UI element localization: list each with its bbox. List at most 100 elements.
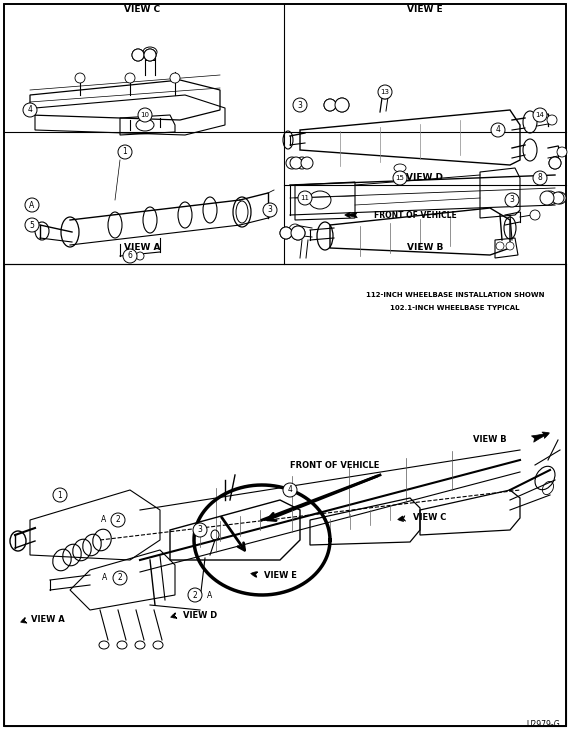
Text: 16: 16 <box>545 195 555 201</box>
Text: 4: 4 <box>495 126 500 134</box>
Text: 13: 13 <box>381 89 389 95</box>
Text: FRONT OF VEHICLE: FRONT OF VEHICLE <box>290 461 380 469</box>
Text: 16: 16 <box>543 195 552 201</box>
Text: VIEW E: VIEW E <box>407 6 443 15</box>
Text: A: A <box>284 230 288 236</box>
Circle shape <box>378 85 392 99</box>
Text: VIEW E: VIEW E <box>263 571 296 580</box>
Text: 16: 16 <box>337 102 347 108</box>
Text: 11: 11 <box>300 195 310 201</box>
Text: VIEW A: VIEW A <box>124 244 160 253</box>
Circle shape <box>283 483 297 497</box>
Circle shape <box>290 157 302 169</box>
Circle shape <box>554 192 566 204</box>
Bar <box>4 264 566 726</box>
Circle shape <box>132 49 144 61</box>
Circle shape <box>557 147 567 157</box>
Text: 10: 10 <box>140 112 149 118</box>
Circle shape <box>53 488 67 502</box>
Text: VIEW A: VIEW A <box>31 615 65 624</box>
Text: 2: 2 <box>116 515 120 524</box>
Text: C: C <box>328 102 332 108</box>
Text: 2: 2 <box>193 591 197 599</box>
Text: A: A <box>103 574 108 583</box>
Circle shape <box>293 98 307 112</box>
Circle shape <box>25 218 39 232</box>
Circle shape <box>23 103 37 117</box>
Circle shape <box>549 157 561 169</box>
Circle shape <box>505 193 519 207</box>
Circle shape <box>301 157 313 169</box>
Circle shape <box>547 115 557 125</box>
Circle shape <box>530 210 540 220</box>
Text: A: A <box>552 158 557 167</box>
Circle shape <box>549 157 561 169</box>
Circle shape <box>75 73 85 83</box>
Circle shape <box>118 145 132 159</box>
Text: VIEW B: VIEW B <box>473 436 507 445</box>
Circle shape <box>335 98 349 112</box>
Circle shape <box>291 226 305 240</box>
Circle shape <box>552 192 564 204</box>
Circle shape <box>144 49 156 61</box>
Circle shape <box>496 242 504 250</box>
Text: B: B <box>294 160 298 166</box>
Text: 1: 1 <box>58 491 62 499</box>
Text: 4: 4 <box>287 485 292 494</box>
Circle shape <box>533 108 547 122</box>
Text: VIEW C: VIEW C <box>124 6 160 15</box>
Text: U2979-G: U2979-G <box>526 720 560 729</box>
Text: 7: 7 <box>300 158 304 167</box>
Circle shape <box>170 73 180 83</box>
Circle shape <box>291 226 305 240</box>
Text: VIEW D: VIEW D <box>183 610 217 620</box>
Circle shape <box>289 224 301 236</box>
Text: FRONT OF VEHICLE: FRONT OF VEHICLE <box>373 210 457 220</box>
Text: A: A <box>30 201 35 210</box>
Text: 1: 1 <box>123 147 127 156</box>
Text: C: C <box>557 193 563 202</box>
Text: A: A <box>101 515 107 524</box>
Text: 112-INCH WHEELBASE INSTALLATION SHOWN: 112-INCH WHEELBASE INSTALLATION SHOWN <box>366 292 544 298</box>
Circle shape <box>324 99 336 111</box>
Circle shape <box>280 227 292 239</box>
Circle shape <box>286 157 298 169</box>
Text: 5: 5 <box>30 220 34 229</box>
Circle shape <box>296 157 308 169</box>
Text: 3: 3 <box>267 206 272 215</box>
Circle shape <box>280 227 292 239</box>
Circle shape <box>136 252 144 260</box>
Text: 14: 14 <box>536 112 544 118</box>
Circle shape <box>125 73 135 83</box>
Text: 16: 16 <box>337 102 347 108</box>
Circle shape <box>144 49 156 61</box>
Circle shape <box>113 571 127 585</box>
Circle shape <box>380 89 390 99</box>
Text: 7: 7 <box>305 160 310 166</box>
Circle shape <box>138 108 152 122</box>
Text: 3: 3 <box>198 526 202 534</box>
Circle shape <box>491 123 505 137</box>
Circle shape <box>533 171 547 185</box>
Text: 12: 12 <box>294 230 303 236</box>
Circle shape <box>506 242 514 250</box>
Text: 3: 3 <box>510 196 515 204</box>
Text: VIEW B: VIEW B <box>407 244 443 253</box>
Text: 8: 8 <box>538 174 543 182</box>
Text: A: A <box>553 160 557 166</box>
Text: 6: 6 <box>128 252 132 261</box>
Text: 15: 15 <box>396 175 405 181</box>
Text: A: A <box>207 591 213 601</box>
Text: B: B <box>136 52 140 58</box>
Circle shape <box>111 513 125 527</box>
Circle shape <box>25 198 39 212</box>
Text: B: B <box>136 50 141 60</box>
Circle shape <box>543 191 557 205</box>
Text: VIEW D: VIEW D <box>406 174 443 182</box>
Text: B: B <box>290 158 295 167</box>
Circle shape <box>540 191 554 205</box>
Text: 2: 2 <box>117 574 123 583</box>
Circle shape <box>393 171 407 185</box>
Text: 102.1-INCH WHEELBASE TYPICAL: 102.1-INCH WHEELBASE TYPICAL <box>390 305 520 311</box>
Circle shape <box>188 588 202 602</box>
